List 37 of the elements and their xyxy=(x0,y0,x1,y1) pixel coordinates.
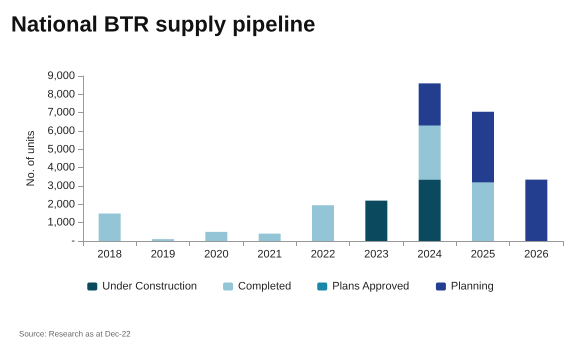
bar xyxy=(418,126,441,180)
bar xyxy=(98,214,121,241)
bar xyxy=(365,200,388,241)
x-tick-label: 2019 xyxy=(150,248,176,260)
y-tick-label: 1,000 xyxy=(47,216,75,229)
bar xyxy=(312,205,334,241)
legend-label: Completed xyxy=(238,280,292,292)
x-tick-label: 2018 xyxy=(97,248,122,260)
x-tick-label: 2025 xyxy=(470,248,496,260)
legend-label: Under Construction xyxy=(102,280,198,292)
y-tick-label: 9,000 xyxy=(47,70,75,82)
bar xyxy=(418,83,441,126)
x-tick-label: 2024 xyxy=(417,248,442,260)
y-axis-title: No. of units xyxy=(25,130,38,186)
bar xyxy=(472,112,494,182)
bar xyxy=(418,180,441,241)
bar xyxy=(525,180,548,241)
source-note: Source: Research as at Dec-22 xyxy=(19,330,132,338)
chart-title: National BTR supply pipeline xyxy=(11,12,316,36)
legend-label: Planning xyxy=(450,280,494,292)
bar xyxy=(205,232,228,241)
y-tick-label: 2,000 xyxy=(47,198,75,210)
bar xyxy=(472,182,494,241)
y-tick-label: 8,000 xyxy=(47,88,75,100)
y-tick-label: 6,000 xyxy=(47,125,75,137)
x-tick-label: 2020 xyxy=(204,248,229,260)
y-tick-label: 7,000 xyxy=(47,106,75,119)
y-tick-label: 4,000 xyxy=(47,162,75,174)
y-tick-label: - xyxy=(71,235,76,247)
bar xyxy=(258,234,281,241)
y-tick-label: 3,000 xyxy=(47,180,75,192)
legend-label: Plans Approved xyxy=(332,280,410,292)
y-tick-label: 5,000 xyxy=(47,143,75,156)
x-tick-label: 2023 xyxy=(364,248,389,260)
x-tick-label: 2021 xyxy=(257,248,282,260)
x-tick-label: 2022 xyxy=(310,248,336,260)
x-tick-label: 2026 xyxy=(524,248,549,260)
